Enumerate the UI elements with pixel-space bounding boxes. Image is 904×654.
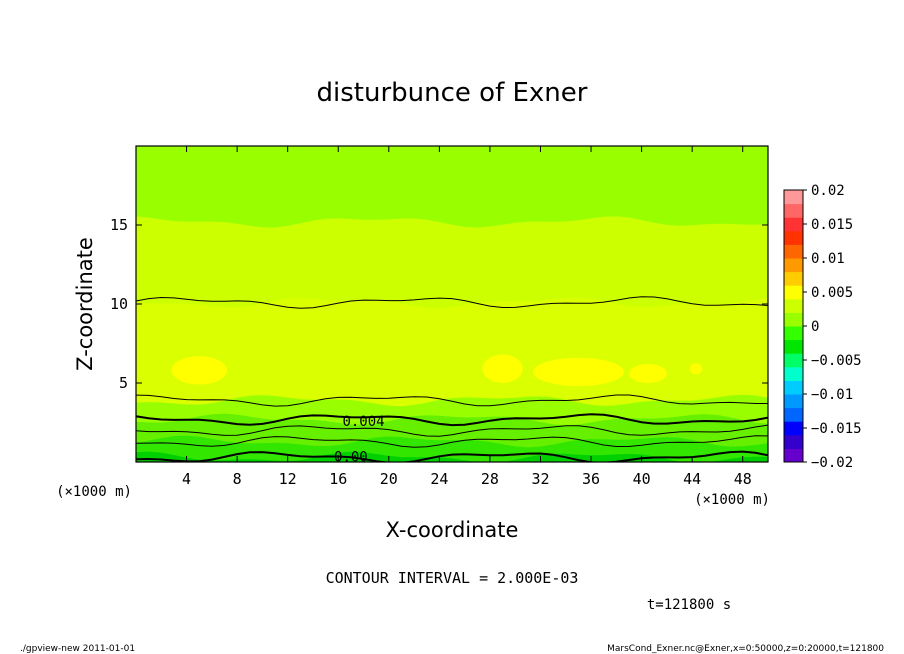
colorbar-swatch xyxy=(784,434,803,449)
colorbar-tick-label: 0 xyxy=(811,319,819,335)
colorbar-swatch xyxy=(784,380,803,395)
colorbar-swatch xyxy=(784,230,803,245)
colorbar-swatch xyxy=(784,407,803,422)
x-tick-label: 20 xyxy=(380,470,398,488)
colorbar-tick-label: −0.005 xyxy=(811,353,862,369)
colorbar-swatch xyxy=(784,339,803,354)
colorbar-swatch xyxy=(784,217,803,232)
x-tick-label: 44 xyxy=(683,470,701,488)
colorbar-swatch xyxy=(784,366,803,381)
x-tick-label: 8 xyxy=(233,470,242,488)
x-tick-label: 28 xyxy=(481,470,499,488)
colorbar-swatch xyxy=(784,326,803,341)
x-tick-label: 36 xyxy=(582,470,600,488)
x-tick-label: 48 xyxy=(734,470,752,488)
colorbar-swatch xyxy=(784,271,803,286)
colorbar-swatch xyxy=(784,353,803,368)
colorbar-swatch xyxy=(784,244,803,259)
x-tick-label: 4 xyxy=(182,470,191,488)
contour-interval-text: CONTOUR INTERVAL = 2.000E-03 xyxy=(326,569,579,587)
x-tick-label: 32 xyxy=(531,470,549,488)
contour-label: 0.00 xyxy=(334,449,368,465)
colorbar-swatch xyxy=(784,190,803,205)
x-tick-label: 40 xyxy=(633,470,651,488)
high-value-region xyxy=(689,363,703,375)
colorbar-tick-label: 0.01 xyxy=(811,251,845,267)
time-label: t=121800 s xyxy=(647,597,731,613)
colorbar-tick-label: 0.005 xyxy=(811,285,853,301)
colorbar-swatch xyxy=(784,203,803,218)
x-tick-label: 12 xyxy=(279,470,297,488)
colorbar-swatch xyxy=(784,285,803,300)
contour-line xyxy=(136,435,768,448)
contour-line xyxy=(136,413,768,427)
colorbar-swatch xyxy=(784,421,803,436)
footer-left: ./gpview-new 2011-01-01 xyxy=(20,644,135,654)
colorbar-tick-label: −0.015 xyxy=(811,421,862,437)
footer-right: MarsCond_Exner.nc@Exner,x=0:50000,z=0:20… xyxy=(607,644,884,654)
colorbar: 0.02 0.015 0.01 0.005 0 −0.005 −0.01 −0.015 −0.0… xyxy=(783,183,862,471)
contour-band xyxy=(136,451,768,462)
contour-line xyxy=(136,424,768,437)
colorbar-swatch xyxy=(784,258,803,273)
x-unit-label-left: (×1000 m) xyxy=(56,484,132,500)
colorbar-tick-label: −0.01 xyxy=(811,387,853,403)
colorbar-swatch xyxy=(784,394,803,409)
high-value-region xyxy=(532,357,624,387)
high-value-region xyxy=(482,354,523,383)
x-tick-label: 16 xyxy=(329,470,347,488)
chart-title: disturbunce of Exner xyxy=(317,78,588,108)
contour-line xyxy=(136,394,768,407)
contour-line xyxy=(136,450,768,462)
y-tick-label: 10 xyxy=(110,295,128,313)
high-value-region xyxy=(628,364,667,383)
colorbar-swatch xyxy=(784,298,803,313)
colorbar-swatch xyxy=(784,312,803,327)
high-value-region xyxy=(171,356,228,385)
colorbar-tick-label: 0.015 xyxy=(811,217,853,233)
y-tick-label: 5 xyxy=(119,374,128,392)
colorbar-tick-label: −0.02 xyxy=(811,455,853,471)
contour-line xyxy=(136,296,768,309)
y-axis-label: Z-coordinate xyxy=(73,237,97,371)
y-tick-label: 15 xyxy=(110,216,128,234)
x-axis-label: X-coordinate xyxy=(386,518,519,542)
x-unit-label-right: (×1000 m) xyxy=(694,492,770,508)
colorbar-swatch xyxy=(784,448,803,463)
colorbar-tick-label: 0.02 xyxy=(811,183,845,199)
contour-label: 0.004 xyxy=(342,414,384,430)
x-tick-label: 24 xyxy=(430,470,448,488)
